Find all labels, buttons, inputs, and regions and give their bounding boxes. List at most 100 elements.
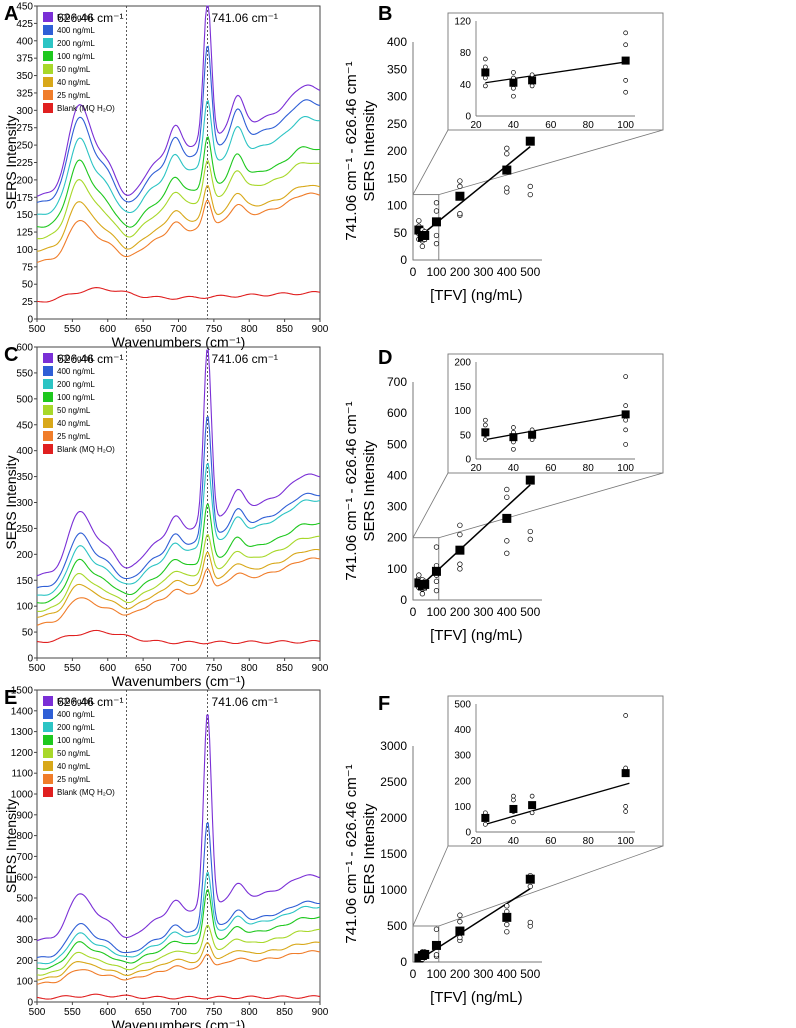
x-axis-label: Wavenumbers (cm⁻¹): [112, 1017, 246, 1028]
panel-letter: F: [378, 693, 390, 715]
replicate-point: [457, 183, 463, 190]
x-tick-label: 0: [410, 265, 417, 279]
inset-mean-point: [481, 68, 490, 77]
replicate-point: [457, 211, 463, 217]
inset-y-tick-label: 200: [454, 776, 471, 787]
inset-y-tick-label: 500: [454, 700, 471, 711]
y-tick-label: 1100: [11, 769, 33, 780]
x-tick-label: 500: [29, 1007, 46, 1018]
y-tick-label: 225: [16, 158, 33, 169]
x-tick-label: 300: [473, 265, 493, 279]
y-tick-label: 400: [16, 36, 33, 47]
y-tick-label: 250: [16, 524, 33, 535]
legend-swatch: [43, 12, 53, 22]
replicate-point: [527, 191, 533, 198]
inset-replicate-point: [623, 374, 628, 379]
y-tick-label: 0: [400, 253, 407, 267]
legend-entry: 200 ng/mL: [57, 723, 95, 732]
legend-entry: 25 ng/mL: [57, 775, 91, 784]
inset-replicate-point: [483, 821, 488, 827]
mean-point: [525, 475, 535, 485]
inset-replicate-point: [511, 446, 516, 452]
x-tick-label: 600: [99, 324, 116, 335]
panel-letter: A: [4, 3, 18, 25]
legend-entry: Blank (MQ H₂O): [57, 104, 115, 113]
peak-label: 626.46 cm⁻¹: [57, 352, 123, 366]
x-tick-label: 750: [206, 1007, 223, 1018]
legend-swatch: [43, 353, 53, 363]
inset-replicate-point: [623, 78, 628, 83]
x-tick-label: 200: [450, 967, 470, 981]
inset-y-tick-label: 300: [454, 751, 471, 762]
y-tick-label: 400: [387, 468, 407, 482]
legend-swatch: [43, 392, 53, 402]
peak-label: 626.46 cm⁻¹: [57, 11, 123, 25]
zoom-connector-line: [438, 129, 664, 195]
x-tick-label: 600: [99, 1007, 116, 1018]
mean-point: [525, 136, 535, 146]
legend-entry: 25 ng/mL: [57, 432, 91, 441]
y-tick-label: 100: [16, 602, 33, 613]
y-tick-label: 0: [400, 593, 407, 607]
panel-letter: C: [4, 344, 18, 366]
legend-swatch: [43, 709, 53, 719]
inset-mean-point: [528, 801, 537, 810]
inset-x-tick-label: 80: [583, 836, 595, 847]
inset-y-tick-label: 100: [454, 802, 471, 813]
legend-entry: 100 ng/mL: [57, 52, 95, 61]
inset-x-tick-label: 20: [470, 120, 482, 131]
replicate-point: [433, 578, 440, 584]
y-tick-label: 100: [16, 245, 33, 256]
x-axis-label: [TFV] (ng/mL): [430, 627, 523, 644]
peak-label: 626.46 cm⁻¹: [57, 695, 123, 709]
zoom-connector-line: [412, 845, 449, 927]
y-tick-label: 2500: [380, 775, 407, 789]
y-axis-label-line2: SERS Intensity: [361, 440, 378, 541]
inset-x-tick-label: 100: [617, 120, 634, 131]
x-tick-label: 400: [497, 265, 517, 279]
legend-swatch: [43, 90, 53, 100]
inset-replicate-point: [511, 85, 516, 91]
inset-replicate-point: [529, 793, 535, 799]
legend-entry: 400 ng/mL: [57, 367, 95, 376]
y-tick-label: 300: [16, 935, 33, 946]
spectrum-line-7: [36, 993, 321, 1000]
y-tick-label: 500: [16, 894, 33, 905]
x-tick-label: 800: [241, 1007, 258, 1018]
x-tick-label: 500: [520, 265, 540, 279]
y-tick-label: 300: [16, 106, 33, 117]
y-tick-label: 500: [387, 437, 407, 451]
spectra-panel-c: 0 50 100 150 200 250 300 350 400 450 500 550 600 500 5…: [3, 343, 329, 690]
y-tick-label: 800: [16, 831, 33, 842]
legend-entry: 50 ng/mL: [57, 406, 91, 415]
spectrum-line-6: [36, 950, 321, 985]
inset-replicate-point: [511, 93, 516, 99]
x-tick-label: 650: [135, 663, 152, 674]
inset-replicate-point: [483, 83, 488, 89]
inset-y-tick-label: 400: [454, 725, 471, 736]
y-axis-label-line2: SERS Intensity: [361, 100, 378, 201]
x-tick-label: 400: [497, 967, 517, 981]
mean-point: [414, 225, 424, 235]
inset-y-tick-label: 200: [454, 358, 471, 369]
y-tick-label: 1000: [380, 883, 407, 897]
mean-point: [420, 579, 430, 589]
y-tick-label: 0: [27, 654, 33, 665]
inset-replicate-point: [483, 422, 488, 428]
legend-entry: 40 ng/mL: [57, 78, 91, 87]
spectrum-line-4: [36, 160, 321, 240]
y-tick-label: 1200: [11, 748, 34, 759]
y-tick-label: 600: [387, 406, 407, 420]
inset-replicate-point: [511, 425, 516, 430]
legend-swatch: [43, 761, 53, 771]
spectrum-line-7: [37, 287, 321, 303]
spectrum-line-4: [36, 534, 321, 612]
inset-replicate-point: [623, 713, 628, 718]
inset-frame: [447, 353, 664, 474]
mean-point: [431, 940, 441, 950]
x-axis-label: [TFV] (ng/mL): [430, 287, 523, 304]
legend-entry: 50 ng/mL: [57, 749, 91, 758]
spectrum-line-3: [36, 503, 321, 604]
replicate-point: [504, 903, 510, 909]
